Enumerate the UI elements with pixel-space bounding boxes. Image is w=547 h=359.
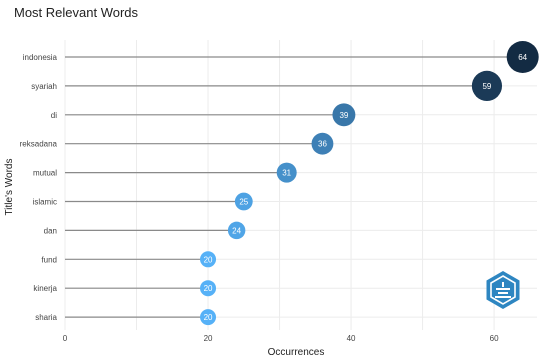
x-tick-label: 40: [347, 334, 356, 343]
data-label: 20: [204, 255, 213, 264]
data-label: 64: [518, 53, 527, 62]
data-label: 31: [282, 169, 291, 178]
lollipop-point: [311, 132, 334, 155]
y-tick-label: reksadana: [20, 140, 58, 149]
data-label: 25: [239, 198, 248, 207]
lollipop-point: [506, 41, 539, 73]
lollipop-point: [471, 70, 503, 101]
lollipop-point: [227, 221, 246, 240]
y-tick-label: syariah: [31, 82, 57, 91]
hexagon-logo-icon: [486, 271, 520, 309]
lollipop-point: [276, 162, 297, 183]
y-tick-label: islamic: [33, 198, 57, 207]
data-label: 20: [204, 313, 213, 322]
lollipop-stems: [65, 56, 523, 318]
lollipop-point: [200, 309, 217, 326]
x-tick-label: 60: [490, 334, 499, 343]
gridlines: [64, 40, 537, 330]
lollipop-point: [200, 280, 217, 297]
y-tick-label: fund: [41, 255, 57, 264]
y-axis-label: Title's Words: [4, 159, 15, 216]
data-label: 59: [482, 82, 491, 91]
lollipop-point: [332, 103, 356, 127]
lollipop-point: [200, 251, 217, 268]
y-tick-label: dan: [44, 226, 57, 235]
data-label: 39: [339, 111, 348, 120]
chart-title: Most Relevant Words: [14, 5, 139, 20]
data-label: 36: [318, 140, 327, 149]
x-tick-labels: 0 20 40 60: [63, 334, 499, 343]
y-tick-labels: indonesia syariah di reksadana mutual islamic…: [20, 53, 58, 322]
x-tick-label: 20: [204, 334, 213, 343]
x-tick-label: 0: [63, 334, 68, 343]
y-tick-label: indonesia: [23, 53, 58, 62]
x-axis-label: Occurrences: [268, 347, 325, 358]
lollipop-point: [234, 192, 253, 211]
data-label: 24: [232, 226, 241, 235]
data-label: 20: [204, 284, 213, 293]
y-tick-label: kinerja: [33, 284, 57, 293]
lollipop-points: 64 59 39 36 31 25 24 20 20 20: [200, 41, 539, 326]
y-tick-label: di: [51, 111, 57, 120]
y-tick-label: mutual: [33, 169, 57, 178]
y-tick-label: sharia: [35, 313, 57, 322]
